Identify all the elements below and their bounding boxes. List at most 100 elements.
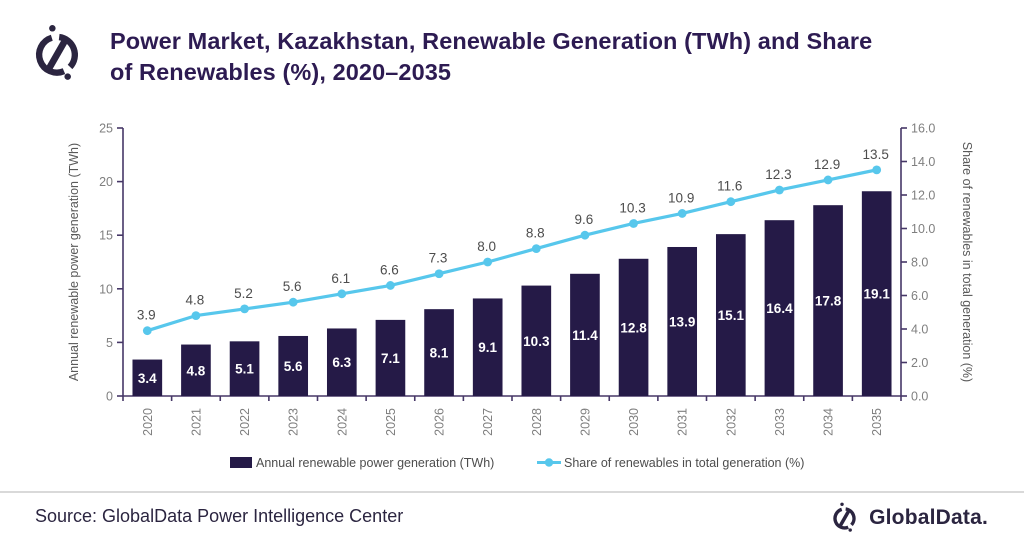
bar-2032 (715, 234, 746, 396)
globaldata-logo-icon (833, 502, 856, 532)
x-axis-year-label: 2022 (238, 408, 252, 436)
bar-value-label: 11.4 (572, 328, 598, 343)
bar-value-label: 19.1 (864, 287, 891, 302)
footer-brand: GlobalData. (828, 501, 988, 535)
left-axis-tick-label: 15 (99, 229, 113, 243)
bar-value-label: 17.8 (815, 294, 842, 309)
bar-value-label: 15.1 (718, 308, 745, 323)
share-line (145, 168, 879, 333)
x-axis-year-label: 2023 (287, 408, 301, 436)
bar-2034 (813, 205, 843, 396)
right-axis-tick-label: 8.0 (911, 256, 928, 270)
bar-value-label: 9.1 (478, 340, 497, 355)
bar-value-label: 6.3 (332, 355, 351, 370)
x-axis-year-label: 2026 (433, 408, 447, 436)
page-title: Power Market, Kazakhstan, Renewable Gene… (110, 28, 873, 86)
bar-value-label: 12.8 (620, 320, 647, 335)
right-axis-tick-label: 2.0 (911, 356, 928, 370)
bar-value-label: 3.4 (138, 371, 157, 386)
legend-line-label: Share of renewables in total generation … (564, 456, 804, 470)
bar-2027 (472, 298, 503, 396)
legend-line-marker (544, 458, 554, 467)
bar-2022 (229, 341, 260, 396)
share-line-point-2033 (775, 185, 784, 195)
right-axis-tick-label: 16.0 (911, 122, 935, 136)
x-axis-year-label: 2025 (384, 408, 398, 436)
share-line-point-2028 (531, 244, 541, 254)
x-axis-year-label: 2028 (530, 408, 544, 436)
share-line-point-2020 (142, 326, 152, 336)
share-line-value-label: 6.1 (331, 271, 350, 286)
x-axis-year-label: 2030 (627, 408, 641, 436)
share-line-value-label: 8.0 (477, 239, 496, 254)
bar-value-label: 5.6 (284, 359, 303, 374)
x-axis-year-label: 2033 (773, 408, 787, 436)
share-line-value-label: 6.6 (380, 262, 399, 277)
globaldata-logo-icon (36, 25, 78, 80)
left-axis-tick-label: 20 (99, 175, 113, 189)
bar-2024 (326, 328, 357, 396)
share-line-point-2029 (580, 230, 590, 240)
bar-2020 (132, 359, 163, 396)
left-axis-tick-label: 25 (99, 122, 113, 136)
left-axis-title: Annual renewable power generation (TWh) (67, 143, 81, 381)
share-line-value-label: 12.3 (765, 167, 791, 182)
bar-value-label: 4.8 (187, 363, 206, 378)
x-axis-year-label: 2035 (870, 408, 884, 436)
bar-2021 (181, 344, 211, 396)
legend-bar-swatch (230, 457, 252, 468)
x-axis-year-label: 2034 (822, 408, 836, 436)
left-axis-tick-label: 5 (106, 336, 113, 350)
bar-2025 (375, 319, 406, 396)
share-line-point-2034 (823, 175, 833, 185)
share-line-point-2023 (288, 297, 298, 307)
x-axis-year-label: 2021 (189, 408, 203, 436)
share-line-point-2032 (726, 197, 736, 207)
brand-wordmark: GlobalData. (869, 506, 988, 529)
bar-2023 (278, 335, 309, 396)
bar-2030 (618, 258, 649, 396)
share-line-value-label: 3.9 (137, 308, 156, 323)
share-line-point-2022 (240, 304, 249, 314)
share-line-value-label: 13.5 (863, 147, 889, 162)
share-line-value-label: 4.8 (186, 293, 205, 308)
right-axis-tick-label: 6.0 (911, 289, 928, 303)
bar-2028 (521, 285, 552, 396)
bar-value-label: 7.1 (381, 351, 400, 366)
share-line-point-2026 (434, 269, 444, 279)
share-line-point-2035 (872, 165, 882, 175)
right-axis-tick-label: 0.0 (911, 390, 928, 404)
source-text: Source: GlobalData Power Intelligence Ce… (35, 506, 404, 526)
right-axis-tick-label: 14.0 (911, 155, 935, 169)
share-line-point-2027 (483, 257, 493, 267)
share-line-value-label: 7.3 (429, 251, 448, 266)
legend-bar-label: Annual renewable power generation (TWh) (256, 456, 494, 470)
share-line-point-2025 (386, 281, 395, 290)
bar-2026 (424, 309, 454, 396)
share-line-point-2031 (677, 209, 687, 218)
share-line-value-label: 12.9 (814, 157, 840, 172)
left-axis-tick-label: 10 (99, 282, 113, 296)
right-axis-tick-label: 12.0 (911, 189, 935, 203)
right-axis-title: Share of renewables in total generation … (960, 142, 974, 382)
bar-2035 (861, 191, 892, 396)
share-line-value-label: 5.2 (234, 286, 253, 301)
bar-2033 (764, 220, 795, 396)
bar-2029 (570, 273, 600, 396)
right-axis-tick-label: 10.0 (911, 222, 935, 236)
bar-value-label: 13.9 (669, 314, 695, 329)
share-line-point-2021 (191, 311, 201, 320)
left-axis-tick-label: 0 (106, 390, 113, 404)
right-axis-tick-label: 4.0 (911, 323, 928, 337)
share-line-value-label: 11.6 (717, 179, 742, 194)
share-line-value-label: 10.3 (619, 200, 645, 215)
footer-divider (0, 491, 1024, 493)
share-line-value-label: 10.9 (668, 190, 694, 205)
x-axis-year-label: 2024 (335, 408, 349, 436)
x-axis-year-label: 2032 (724, 408, 738, 436)
bar-value-label: 10.3 (523, 334, 550, 349)
bar-value-label: 16.4 (766, 301, 793, 316)
x-axis-year-label: 2031 (676, 408, 690, 436)
share-line-value-label: 9.6 (575, 212, 594, 227)
